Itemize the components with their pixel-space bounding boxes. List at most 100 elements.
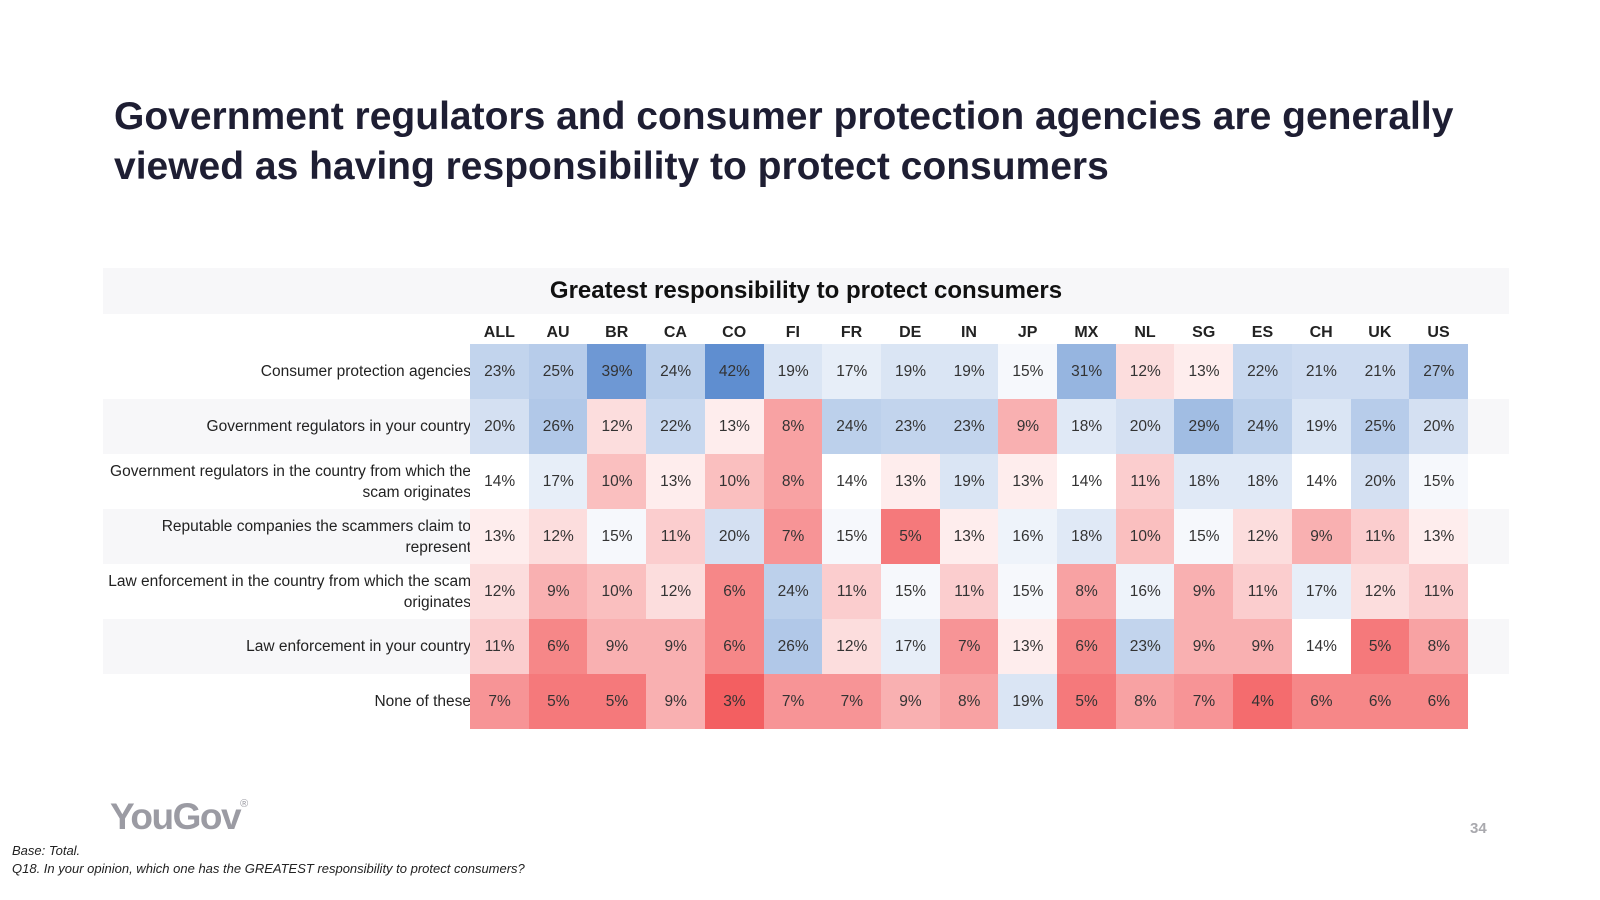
- heatmap-cell: 13%: [998, 454, 1058, 509]
- heatmap-cell: 9%: [1174, 564, 1234, 619]
- heatmap-cell: 7%: [1174, 674, 1234, 729]
- heatmap-cell: 23%: [470, 344, 530, 399]
- heatmap-cell: 13%: [646, 454, 706, 509]
- heatmap-cell: 12%: [470, 564, 530, 619]
- heatmap-cell: 13%: [939, 509, 999, 564]
- heatmap-cell: 18%: [1057, 399, 1117, 454]
- heatmap-cell: 11%: [822, 564, 882, 619]
- heatmap-cell: 21%: [1350, 344, 1410, 399]
- row-label: Reputable companies the scammers claim t…: [161, 517, 471, 556]
- column-header-in: IN: [960, 324, 977, 341]
- column-header-br: BR: [605, 324, 629, 341]
- column-header-uk: UK: [1368, 324, 1392, 341]
- chart-title: Greatest responsibility to protect consu…: [549, 277, 1063, 304]
- heatmap-cell: 20%: [470, 399, 530, 454]
- heatmap-cell: 26%: [528, 399, 588, 454]
- heatmap-cell: 6%: [704, 564, 764, 619]
- heatmap-cell: 11%: [1350, 509, 1410, 564]
- heatmap-cell: 14%: [1291, 454, 1351, 509]
- logo-text: YouGov: [110, 796, 242, 837]
- heatmap-cell: 11%: [470, 619, 530, 674]
- yougov-logo: YouGov®: [110, 796, 248, 838]
- heatmap-cell: 8%: [939, 674, 999, 729]
- heatmap-cell: 14%: [1057, 454, 1117, 509]
- heatmap-cell: 16%: [1115, 564, 1175, 619]
- heatmap-cell: 20%: [704, 509, 764, 564]
- heatmap-cell: 13%: [1409, 509, 1469, 564]
- heatmap-cell: 10%: [587, 454, 647, 509]
- heatmap-cell: 6%: [1291, 674, 1351, 729]
- heatmap-cell: 7%: [939, 619, 999, 674]
- heatmap-cell: 14%: [1291, 619, 1351, 674]
- heatmap-cell: 5%: [1057, 674, 1117, 729]
- heatmap-cell: 10%: [1115, 509, 1175, 564]
- chart-title-band: [103, 268, 1509, 314]
- heatmap-cell: 18%: [1174, 454, 1234, 509]
- column-header-all: ALL: [483, 324, 515, 341]
- heatmap-cell: 11%: [646, 509, 706, 564]
- heatmap-cell: 11%: [1409, 564, 1469, 619]
- heatmap-cell: 12%: [822, 619, 882, 674]
- heatmap-cell: 10%: [704, 454, 764, 509]
- heatmap-cell: 16%: [998, 509, 1058, 564]
- heatmap-cell: 11%: [1115, 454, 1175, 509]
- heatmap-cell: 3%: [704, 674, 764, 729]
- heatmap-cell: 13%: [880, 454, 941, 509]
- heatmap-cell: 9%: [646, 619, 706, 674]
- row-label: Government regulators in your country: [206, 418, 471, 435]
- heatmap-cell: 5%: [880, 509, 941, 564]
- heatmap-cell: 14%: [822, 454, 882, 509]
- heatmap-cell: 13%: [704, 399, 764, 454]
- column-header-fi: FI: [785, 324, 800, 341]
- column-header-us: US: [1427, 324, 1450, 341]
- heatmap-cell: 23%: [939, 399, 999, 454]
- heatmap-cell: 22%: [1233, 344, 1293, 399]
- heatmap-cell: 4%: [1233, 674, 1293, 729]
- heatmap-cell: 5%: [1350, 619, 1410, 674]
- heatmap-cell: 42%: [704, 344, 764, 399]
- heatmap-cell: 6%: [1350, 674, 1410, 729]
- heatmap-cell: 21%: [1291, 344, 1351, 399]
- heatmap-cell: 18%: [1057, 509, 1117, 564]
- heatmap-cell: 15%: [998, 564, 1058, 619]
- column-header-mx: MX: [1074, 324, 1099, 341]
- page-number: 34: [1470, 820, 1487, 837]
- heatmap-cell: 7%: [822, 674, 882, 729]
- heatmap-cell: 11%: [1233, 564, 1293, 619]
- column-header-fr: FR: [840, 324, 863, 341]
- heatmap-cell: 29%: [1174, 399, 1234, 454]
- heatmap-cell: 8%: [763, 454, 823, 509]
- heatmap-cell: 19%: [939, 344, 999, 399]
- column-header-de: DE: [899, 324, 922, 341]
- heatmap-cell: 9%: [880, 674, 941, 729]
- heatmap-cell: 26%: [763, 619, 823, 674]
- heatmap-cell: 25%: [1350, 399, 1410, 454]
- heatmap-cell: 24%: [646, 344, 706, 399]
- heatmap-cell: 5%: [587, 674, 647, 729]
- heatmap-cell: 17%: [1291, 564, 1351, 619]
- heatmap-cell: 18%: [1233, 454, 1293, 509]
- heatmap-cell: 12%: [1115, 344, 1175, 399]
- heatmap-cell: 13%: [1174, 344, 1234, 399]
- column-header-co: CO: [722, 324, 747, 341]
- heatmap-cell: 7%: [470, 674, 530, 729]
- heatmap-cell: 11%: [939, 564, 999, 619]
- heatmap-cell: 17%: [528, 454, 588, 509]
- heatmap-cell: 15%: [1174, 509, 1234, 564]
- heatmap-cell: 8%: [1409, 619, 1469, 674]
- heatmap-cell: 12%: [528, 509, 588, 564]
- row-label: Law enforcement in the country from whic…: [108, 572, 471, 611]
- heatmap-cell: 9%: [646, 674, 706, 729]
- heatmap-cell: 12%: [1233, 509, 1293, 564]
- heatmap-cell: 8%: [1057, 564, 1117, 619]
- heatmap-cell: 13%: [998, 619, 1058, 674]
- heatmap-cell: 24%: [763, 564, 823, 619]
- heatmap-cell: 22%: [646, 399, 706, 454]
- row-label: Government regulators in the country fro…: [110, 462, 471, 501]
- logo-registered-mark: ®: [240, 798, 249, 810]
- heatmap-cell: 15%: [587, 509, 647, 564]
- heatmap-cell: 12%: [1350, 564, 1410, 619]
- heatmap-cell: 9%: [1291, 509, 1351, 564]
- column-header-nl: NL: [1134, 324, 1156, 341]
- column-header-sg: SG: [1192, 324, 1216, 341]
